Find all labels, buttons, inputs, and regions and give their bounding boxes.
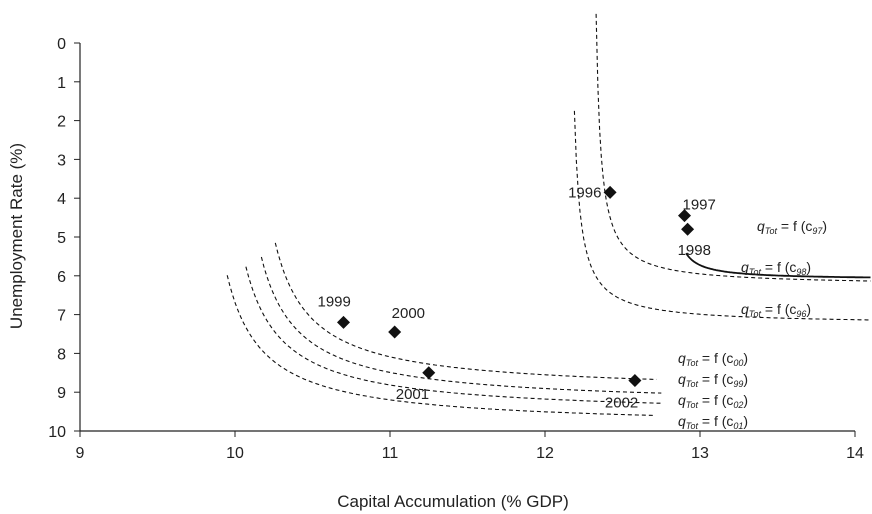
curve-label-c96: qTot = f (c96) xyxy=(741,301,811,319)
point-2001 xyxy=(422,366,436,380)
curve-c02 xyxy=(245,266,663,404)
point-label-1997: 1997 xyxy=(683,197,716,214)
curve-label-c97: qTot = f (c97) xyxy=(757,218,827,236)
y-tick-label: 9 xyxy=(57,385,66,402)
curve-c98 xyxy=(595,13,871,282)
y-tick-label: 3 xyxy=(57,152,66,169)
y-tick-label: 8 xyxy=(57,346,66,363)
y-tick-label: 6 xyxy=(57,269,66,286)
point-label-2001: 2001 xyxy=(396,386,429,403)
point-layer xyxy=(337,185,695,388)
y-tick-label: 1 xyxy=(57,75,66,92)
curve-c00 xyxy=(274,242,657,380)
y-tick-label: 7 xyxy=(57,308,66,325)
curve-c99 xyxy=(260,256,662,394)
x-tick-label: 12 xyxy=(536,445,554,462)
curve-label-c98: qTot = f (c98) xyxy=(741,259,811,277)
y-tick-label: 10 xyxy=(48,424,66,441)
point-label-1998: 1998 xyxy=(678,242,711,259)
point-label-1999: 1999 xyxy=(318,293,351,310)
x-tick-label: 9 xyxy=(76,445,85,462)
x-tick-label: 11 xyxy=(382,445,399,462)
x-tick-label: 10 xyxy=(226,445,244,462)
y-tick-label: 4 xyxy=(57,191,66,208)
label-layer: 1996 1997 1998 1999 2000 2001 2002 qTot = f (c9… xyxy=(318,184,828,431)
curve-c01 xyxy=(226,275,654,416)
point-label-2000: 2000 xyxy=(392,305,425,322)
point-2002 xyxy=(628,374,642,388)
y-tick-label: 0 xyxy=(57,36,66,53)
curve-layer xyxy=(226,13,871,416)
y-axis-title: Unemployment Rate (%) xyxy=(7,143,26,329)
point-1996 xyxy=(603,185,617,199)
curve-c96 xyxy=(573,110,871,321)
x-tick-label: 14 xyxy=(846,445,864,462)
curve-label-c01: qTot = f (c01) xyxy=(678,413,748,431)
x-axis-title: Capital Accumulation (% GDP) xyxy=(337,492,568,511)
curve-c97 xyxy=(685,252,871,279)
point-label-1996: 1996 xyxy=(568,184,601,201)
point-1999 xyxy=(337,315,350,329)
curve-label-c00: qTot = f (c00) xyxy=(678,350,748,368)
point-1997 xyxy=(678,209,691,223)
curve-label-c99: qTot = f (c99) xyxy=(678,371,748,389)
y-tick-label: 2 xyxy=(57,114,66,131)
point-1998 xyxy=(681,222,695,236)
point-2000 xyxy=(388,325,402,339)
x-tick-label: 13 xyxy=(691,445,709,462)
point-label-2002: 2002 xyxy=(605,395,638,412)
curve-label-c02: qTot = f (c02) xyxy=(678,392,748,410)
y-tick-label: 5 xyxy=(57,230,66,247)
